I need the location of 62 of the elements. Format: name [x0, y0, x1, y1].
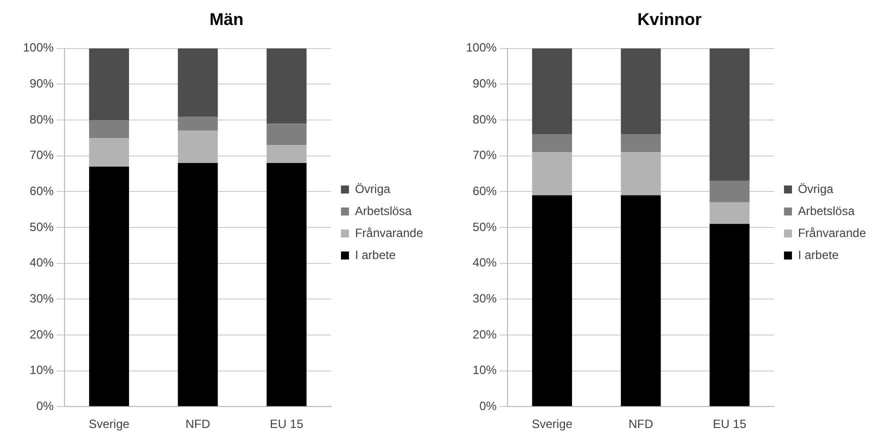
bar — [178, 116, 218, 131]
y-tick-label: 100% — [22, 40, 54, 55]
y-tick-label: 0% — [479, 398, 498, 413]
bar — [89, 138, 130, 167]
bar — [620, 48, 661, 134]
bar — [89, 120, 130, 138]
bar — [710, 224, 750, 406]
y-tick-label: 40% — [30, 256, 54, 270]
bar — [710, 202, 750, 224]
legend-label: Arbetslösa — [798, 204, 855, 218]
y-tick-label: 80% — [30, 112, 54, 126]
x-tick-label: EU 15 — [712, 417, 747, 432]
bar — [89, 166, 130, 406]
y-tick-label: 90% — [30, 76, 54, 91]
y-tick-label: 10% — [30, 363, 54, 378]
y-tick-label: 40% — [472, 256, 498, 270]
bar — [532, 152, 572, 196]
bar — [266, 145, 307, 164]
y-tick-label: 20% — [30, 327, 54, 342]
bar — [89, 48, 130, 120]
bar — [710, 48, 750, 181]
bar — [178, 48, 218, 116]
x-tick-label: Sverige — [532, 417, 573, 432]
bar — [620, 152, 661, 196]
bar — [532, 48, 572, 134]
bar — [266, 163, 307, 406]
y-tick-label: 30% — [472, 291, 498, 306]
y-tick-label: 60% — [472, 184, 498, 198]
y-tick-label: 100% — [466, 40, 498, 55]
bar — [532, 195, 572, 406]
y-tick-label: 50% — [472, 220, 498, 234]
bar — [710, 180, 750, 202]
y-tick-label: 90% — [472, 76, 498, 91]
y-tick-label: 50% — [30, 220, 54, 234]
legend-label: Övriga — [354, 182, 391, 196]
y-tick-label: 30% — [30, 291, 54, 306]
chart-title: Män — [210, 10, 244, 29]
legend-label: I arbete — [798, 248, 839, 262]
y-tick-label: 70% — [30, 148, 54, 162]
y-tick-label: 60% — [30, 184, 54, 198]
bar — [620, 195, 661, 406]
x-tick-label: NFD — [185, 417, 210, 432]
chart-title: Kvinnor — [637, 10, 702, 29]
x-tick-label: Sverige — [88, 417, 130, 432]
bar — [532, 134, 572, 152]
legend-label: Arbetslösa — [354, 204, 412, 218]
legend-label: Frånvarande — [354, 226, 424, 240]
bar — [178, 163, 218, 406]
legend-label: I arbete — [354, 248, 396, 262]
bar — [266, 48, 307, 124]
legend-label: Övriga — [798, 182, 834, 196]
y-tick-label: 10% — [472, 363, 498, 378]
bar — [620, 134, 661, 152]
x-tick-label: EU 15 — [270, 417, 304, 432]
bar — [266, 124, 307, 146]
y-tick-label: 70% — [472, 148, 498, 162]
x-tick-label: NFD — [628, 417, 654, 432]
legend-label: Frånvarande — [798, 226, 866, 240]
y-tick-label: 0% — [36, 398, 54, 413]
y-tick-label: 20% — [472, 327, 498, 342]
y-tick-label: 80% — [472, 112, 498, 126]
bar — [178, 130, 218, 164]
